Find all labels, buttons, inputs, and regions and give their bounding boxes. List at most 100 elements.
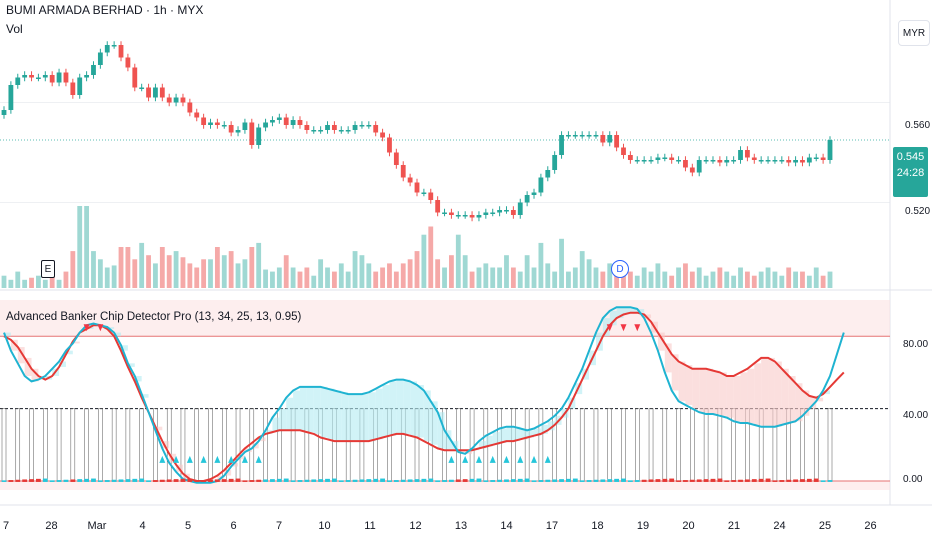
volume-bar: [235, 263, 241, 288]
energy-bar: [345, 480, 351, 482]
volume-bar: [256, 242, 262, 288]
candle: [187, 98, 193, 117]
energy-bar: [359, 479, 365, 482]
candle-body: [331, 125, 337, 130]
volume-bar: [710, 271, 716, 288]
buy-marker: [186, 455, 193, 463]
energy-bar: [63, 479, 69, 482]
symbol-title[interactable]: BUMI ARMADA BERHAD · 1h · MYX: [6, 3, 204, 17]
line-fill: [258, 437, 266, 442]
volume-label[interactable]: Vol: [6, 22, 23, 36]
volume-bar: [552, 271, 558, 288]
candle-body: [180, 97, 186, 103]
candle: [689, 163, 695, 177]
candle-body: [304, 125, 310, 130]
line-fill: [540, 424, 548, 434]
candle: [311, 126, 317, 134]
candle-body: [359, 125, 365, 127]
energy-bar: [779, 480, 785, 482]
candle-body: [104, 45, 110, 53]
volume-bar: [304, 267, 310, 288]
energy-bar: [435, 480, 441, 482]
volume-bar: [352, 251, 358, 288]
chip-column: [29, 408, 34, 482]
energy-bar: [607, 479, 613, 482]
line-fill: [478, 441, 486, 449]
candle-body: [634, 160, 640, 162]
buy-marker: [228, 455, 235, 463]
candle-body: [531, 192, 537, 195]
energy-bar: [235, 478, 241, 482]
line-fill: [10, 339, 18, 351]
energy-bar: [559, 479, 564, 482]
buy-marker: [531, 455, 538, 463]
earnings-event-marker[interactable]: E: [41, 260, 55, 278]
candle: [63, 68, 69, 87]
candle-body: [793, 160, 798, 163]
candle-body: [462, 215, 468, 217]
candle-body: [538, 177, 544, 193]
candle: [827, 136, 833, 164]
candle-body: [421, 192, 427, 194]
line-fill: [444, 430, 452, 451]
candle: [318, 126, 324, 134]
candle: [641, 156, 647, 164]
energy-bar: [366, 479, 372, 482]
candle-body: [614, 135, 620, 148]
candle: [77, 73, 83, 99]
candle: [469, 211, 475, 222]
volume-bar: [765, 267, 771, 288]
volume-bar: [593, 267, 599, 288]
chip-column: [621, 408, 626, 482]
energy-bar: [483, 480, 489, 482]
line-fill: [781, 368, 789, 425]
energy-bar: [159, 479, 165, 482]
chip-column: [703, 408, 709, 482]
candle-body: [249, 122, 255, 145]
candle: [352, 121, 358, 134]
volume-bar: [29, 277, 34, 288]
dividend-event-marker[interactable]: D: [611, 260, 629, 278]
volume-bars: [1, 206, 833, 288]
candle-body: [187, 102, 193, 113]
candle: [118, 41, 124, 62]
line-fill: [609, 310, 617, 326]
volume-bar: [779, 275, 785, 288]
currency-button[interactable]: MYR: [898, 20, 930, 46]
volume-bar: [442, 267, 447, 288]
candle-body: [201, 117, 207, 125]
candle-body: [662, 157, 668, 159]
energy-bar: [146, 480, 151, 482]
volume-bar: [731, 275, 737, 288]
line-fill: [788, 376, 796, 424]
candle-body: [56, 72, 62, 83]
line-fill: [712, 370, 720, 414]
volume-bar: [56, 279, 62, 288]
energy-bar: [524, 478, 530, 482]
volume-bar: [97, 259, 103, 288]
energy-bar: [813, 478, 819, 482]
candle-body: [208, 122, 213, 125]
line-fill: [630, 307, 638, 313]
candle: [772, 156, 778, 164]
candle-body: [166, 97, 172, 103]
time-label: 18: [591, 520, 604, 532]
volume-bar: [139, 242, 145, 288]
time-label: 13: [454, 520, 468, 532]
volume-bar: [15, 271, 21, 288]
candle: [256, 123, 262, 149]
candle: [414, 178, 420, 197]
buy-marker: [475, 455, 482, 463]
indicator-title[interactable]: Advanced Banker Chip Detector Pro (13, 3…: [6, 311, 302, 323]
volume-bar: [111, 265, 117, 288]
energy-bar: [627, 480, 633, 482]
energy-bar: [696, 479, 702, 482]
line-fill: [410, 381, 417, 436]
candle: [579, 131, 585, 139]
candle: [552, 151, 558, 174]
candle-body: [469, 215, 475, 218]
candle-body: [256, 127, 262, 145]
candle-body: [683, 160, 688, 168]
line-fill: [306, 386, 314, 433]
